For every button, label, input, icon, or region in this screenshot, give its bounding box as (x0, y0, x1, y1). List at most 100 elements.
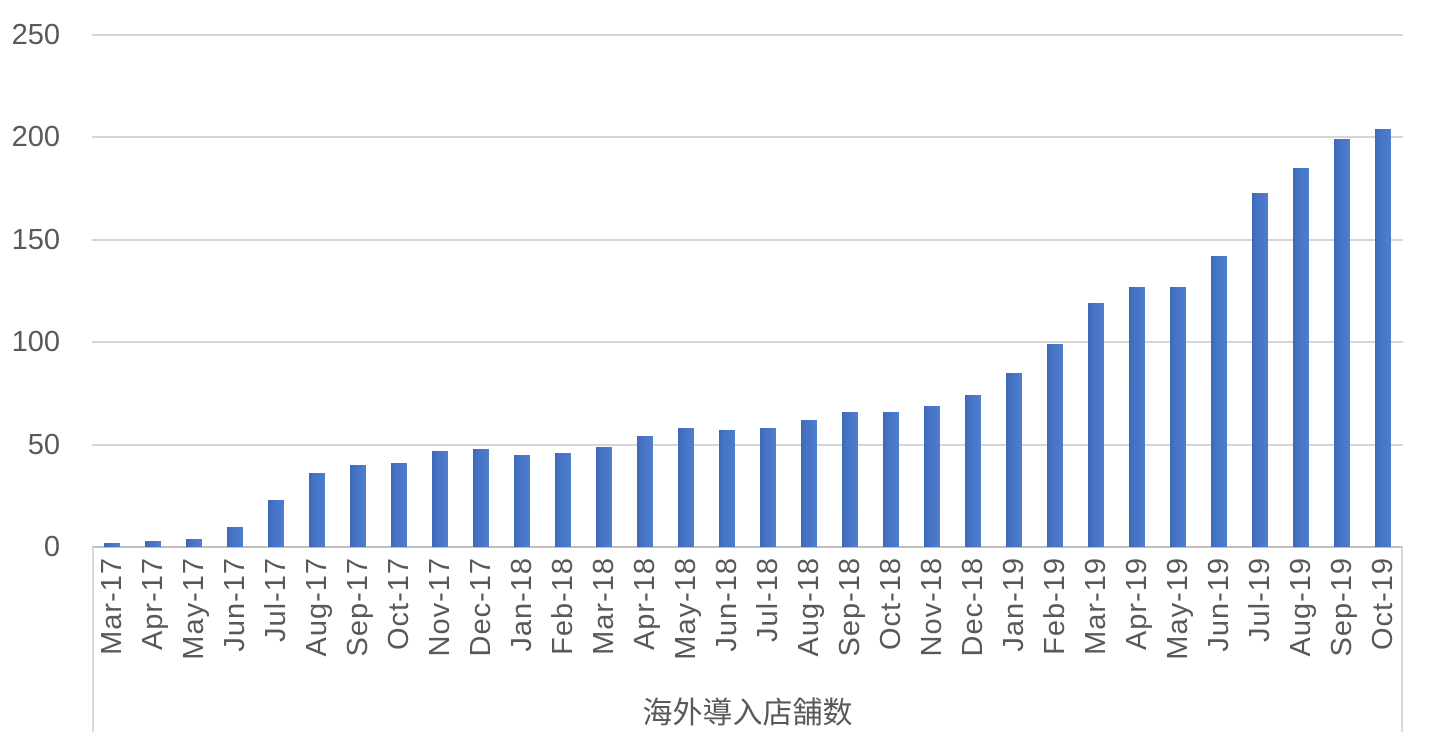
bar-Apr-18 (637, 436, 653, 547)
x-axis-tick-label: Feb-18 (546, 557, 580, 655)
x-axis-tick-label: Apr-19 (1120, 557, 1154, 650)
x-axis-tick-text: Aug-17 (300, 557, 333, 657)
x-axis-tick-text: Sep-17 (341, 557, 374, 657)
y-axis-tick-label: 150 (11, 223, 60, 256)
x-axis-tick-text: Jul-18 (751, 557, 784, 642)
x-axis-tick-text: Oct-17 (382, 557, 415, 651)
x-axis-tick-label: Feb-19 (1038, 557, 1072, 655)
bar-Jan-19 (1006, 372, 1022, 547)
bar-Dec-17 (473, 448, 489, 547)
x-axis-tick-label: May-19 (1161, 557, 1195, 660)
x-axis-tick-text: Dec-17 (464, 557, 497, 657)
bar-Apr-19 (1129, 286, 1145, 547)
bar-May-19 (1170, 286, 1186, 547)
x-axis-tick-text: Nov-17 (423, 557, 456, 657)
x-axis-tick-label: Jul-17 (259, 557, 293, 642)
category-axis-title: 海外導入店舗数 (642, 697, 853, 730)
bar-Jul-17 (268, 499, 284, 547)
x-axis-line (92, 546, 1403, 548)
category-box-border-left (92, 547, 94, 732)
x-axis-tick-text: Sep-19 (1325, 557, 1358, 657)
x-axis-tick-label: Jan-18 (505, 557, 539, 652)
bar-Feb-19 (1047, 344, 1063, 547)
x-axis-tick-text: Feb-18 (546, 557, 579, 655)
x-axis-tick-text: Aug-18 (792, 557, 825, 657)
x-axis-tick-label: Mar-18 (587, 557, 621, 655)
x-axis-tick-text: Jun-18 (710, 557, 743, 652)
y-axis-tick-label: 50 (27, 428, 60, 461)
bar-Oct-17 (391, 463, 407, 547)
bar-Apr-17 (145, 540, 161, 547)
y-axis-tick-label: 0 (43, 531, 60, 563)
x-axis-tick-label: Jun-18 (710, 557, 744, 652)
bar-Sep-19 (1334, 139, 1350, 547)
x-axis-tick-label: Sep-18 (833, 557, 867, 657)
x-axis-tick-text: Oct-18 (874, 557, 907, 651)
x-axis-tick-label: Mar-19 (1079, 557, 1113, 655)
y-axis-tick-label: 200 (11, 121, 60, 154)
x-axis-tick-text: May-19 (1161, 557, 1194, 660)
bar-Nov-17 (432, 450, 448, 547)
bar-Mar-17 (104, 542, 120, 547)
gridline-150 (92, 238, 1403, 241)
x-axis-tick-text: Jan-19 (997, 557, 1030, 652)
x-axis-tick-text: Jan-18 (505, 557, 538, 652)
x-axis-tick-label: Jun-17 (218, 557, 252, 652)
bar-Aug-18 (801, 420, 817, 547)
x-axis-tick-label: Aug-18 (792, 557, 826, 657)
x-axis-tick-label: Oct-19 (1366, 557, 1400, 650)
x-axis-tick-label: Oct-17 (382, 557, 416, 650)
bar-Sep-17 (350, 465, 366, 547)
x-axis-tick-text: Mar-18 (587, 557, 620, 655)
x-axis-tick-label: Jun-19 (1202, 557, 1236, 652)
x-axis-tick-text: Oct-19 (1366, 557, 1399, 651)
x-axis-tick-label: Apr-18 (628, 557, 662, 650)
gridline-50 (92, 443, 1403, 446)
x-axis-tick-text: Jun-17 (218, 557, 251, 652)
x-axis-tick-text: Dec-18 (956, 557, 989, 657)
x-axis-tick-text: Aug-19 (1284, 557, 1317, 657)
bar-May-17 (186, 538, 202, 547)
x-axis-tick-label: Mar-17 (95, 557, 129, 655)
x-axis-tick-label: Nov-17 (423, 557, 457, 657)
bar-Nov-18 (924, 405, 940, 547)
x-axis-tick-label: Aug-17 (300, 557, 334, 657)
x-axis-tick-text: Nov-18 (915, 557, 948, 657)
gridline-250 (92, 34, 1403, 36)
y-axis-tick-label: 250 (11, 19, 60, 51)
bar-Jul-18 (760, 428, 776, 547)
x-axis-tick-label: Aug-19 (1284, 557, 1318, 657)
bar-Jun-18 (719, 430, 735, 547)
x-axis-tick-label: Sep-17 (341, 557, 375, 657)
y-axis-tick-label: 100 (11, 326, 60, 359)
bar-Jun-17 (227, 526, 243, 547)
bar-May-18 (678, 428, 694, 547)
x-axis-tick-label: May-17 (177, 557, 211, 660)
bar-Jul-19 (1252, 192, 1268, 547)
x-axis-tick-label: Jul-18 (751, 557, 785, 642)
x-axis-tick-text: Jul-17 (259, 557, 292, 642)
x-axis-tick-text: Jul-19 (1243, 557, 1276, 642)
x-axis-tick-text: Mar-17 (95, 557, 128, 655)
x-axis-tick-text: Apr-18 (628, 557, 661, 651)
bar-Aug-17 (309, 473, 325, 547)
x-axis-tick-text: Jun-19 (1202, 557, 1235, 652)
x-axis-tick-label: Dec-18 (956, 557, 990, 657)
x-axis-tick-label: Nov-18 (915, 557, 949, 657)
x-axis-tick-text: Apr-19 (1120, 557, 1153, 651)
x-axis-tick-text: May-17 (177, 557, 210, 660)
bar-Sep-18 (842, 411, 858, 547)
bar-Aug-19 (1293, 168, 1309, 547)
bar-Jan-18 (514, 454, 530, 547)
bar-Feb-18 (555, 452, 571, 547)
bar-Dec-18 (965, 395, 981, 547)
x-axis-tick-label: Jul-19 (1243, 557, 1277, 642)
category-box-border-right (1401, 547, 1403, 732)
x-axis-tick-label: Apr-17 (136, 557, 170, 650)
bar-Jun-19 (1211, 256, 1227, 547)
bar-Mar-18 (596, 446, 612, 547)
x-axis-tick-label: Jan-19 (997, 557, 1031, 652)
x-axis-tick-label: Dec-17 (464, 557, 498, 657)
x-axis-tick-text: Apr-17 (136, 557, 169, 651)
x-axis-tick-label: Oct-18 (874, 557, 908, 650)
